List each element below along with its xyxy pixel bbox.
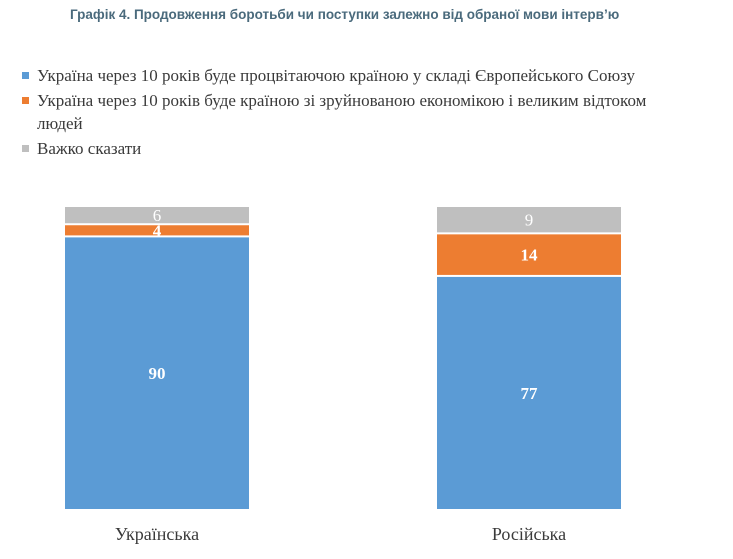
chart-legend: Україна через 10 років буде процвітаючою… — [22, 64, 682, 162]
data-label: 90 — [149, 364, 166, 383]
data-label: 9 — [525, 211, 534, 230]
data-label: 4 — [153, 221, 162, 240]
legend-label: Україна через 10 років буде країною зі з… — [37, 91, 647, 133]
bar-segment — [65, 237, 249, 509]
data-label: 6 — [153, 206, 162, 225]
bar-segment — [437, 207, 621, 233]
legend-swatch — [22, 145, 29, 152]
category-label: Українська — [115, 524, 199, 544]
legend-label: Важко сказати — [37, 139, 142, 158]
legend-item: Україна через 10 років буде процвітаючою… — [22, 64, 682, 87]
bar-segment — [437, 276, 621, 509]
data-label: 14 — [521, 246, 539, 265]
legend-item: Важко сказати — [22, 137, 682, 160]
data-label: 77 — [521, 384, 539, 403]
legend-label: Україна через 10 років буде процвітаючою… — [37, 66, 636, 85]
bar-segment — [65, 207, 249, 224]
chart-title: Графік 4. Продовження боротьби чи поступ… — [70, 7, 620, 22]
category-label: Російська — [492, 524, 566, 544]
legend-swatch — [22, 72, 29, 79]
legend-swatch — [22, 97, 29, 104]
bar-segment — [437, 234, 621, 275]
bar-segment — [65, 225, 249, 236]
legend-item: Україна через 10 років буде країною зі з… — [22, 89, 682, 135]
